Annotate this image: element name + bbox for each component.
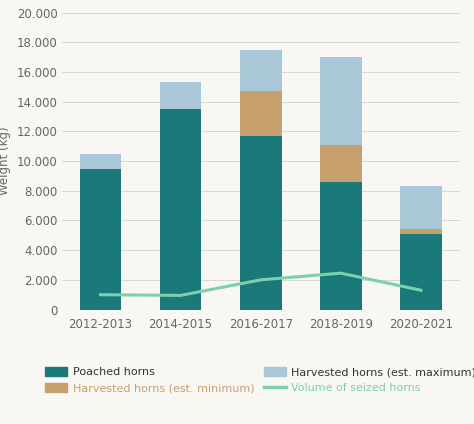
Bar [80,169,121,310]
Bar [320,182,362,310]
Bar [160,109,201,310]
Bar [320,57,362,145]
Bar [400,187,442,229]
Bar [240,50,282,92]
Bar [240,92,282,136]
Bar [80,154,121,169]
Y-axis label: Weight (kg): Weight (kg) [0,127,11,195]
Bar [400,234,442,310]
Bar [240,136,282,310]
Bar [320,145,362,182]
Bar [160,82,201,109]
Bar [400,229,442,234]
Legend: Poached horns, Harvested horns (est. minimum), Harvested horns (est. maximum), V: Poached horns, Harvested horns (est. min… [41,363,474,398]
